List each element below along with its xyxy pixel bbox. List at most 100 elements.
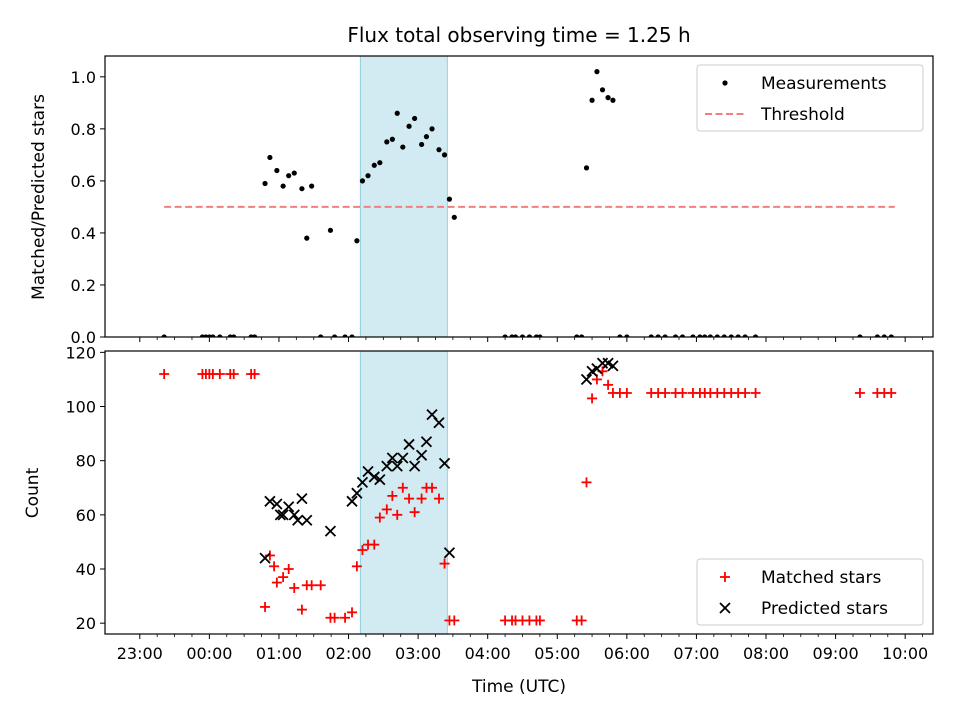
matched-star-point <box>340 612 351 623</box>
y-tick-label: 0.4 <box>71 224 96 243</box>
measurement-point <box>662 334 668 337</box>
y-tick-label: 1.0 <box>71 68 96 87</box>
measurement-point <box>648 334 654 337</box>
measurement-point <box>318 334 324 337</box>
matched-star-point <box>296 604 307 615</box>
measurement-point <box>327 227 334 233</box>
top-panel: 0.0 0.2 0.4 0.6 0.8 1.0 Measurements Threshold <box>71 55 934 347</box>
predicted-star-point <box>415 449 428 461</box>
data-points <box>161 69 894 337</box>
measurement-point <box>161 334 167 337</box>
matched-star-point <box>159 369 170 380</box>
measurement-point <box>599 87 606 93</box>
predicted-star-point <box>368 471 380 483</box>
matched-star-point <box>581 477 592 488</box>
matched-star-point <box>269 561 280 572</box>
matched-star-point <box>289 582 300 593</box>
measurement-point <box>446 196 453 202</box>
chart-title: Flux total observing time = 1.25 h <box>347 23 690 47</box>
x-tick-label: 01:00 <box>256 644 302 663</box>
matched-star-point <box>392 509 403 520</box>
measurement-point <box>299 186 305 192</box>
legend-label: Threshold <box>760 105 845 125</box>
measurement-point <box>384 139 390 145</box>
x-tick-label: 07:00 <box>673 644 719 663</box>
y-tick-label: 120 <box>65 343 96 362</box>
measurement-point <box>502 334 508 337</box>
measurement-point <box>418 141 425 148</box>
measurement-point <box>377 160 383 166</box>
measurement-point <box>291 170 297 176</box>
matched-star-point <box>351 561 362 572</box>
measurement-point <box>589 97 595 103</box>
measurement-point <box>280 183 286 189</box>
matched-star-point <box>677 387 688 398</box>
x-axis-label: Time (UTC) <box>471 677 566 697</box>
matched-star-point <box>433 493 444 504</box>
shaded-interval <box>359 350 448 635</box>
legend-matched-swatch <box>720 572 730 582</box>
matched-star-point <box>271 577 282 588</box>
measurement-point <box>721 334 727 337</box>
axes-frame <box>104 55 934 338</box>
legend-label: Predicted stars <box>761 599 888 619</box>
y-tick-label: 0.2 <box>71 276 96 295</box>
matched-star-point <box>740 387 751 398</box>
predicted-star-point <box>288 509 300 521</box>
axes-frame <box>104 350 934 635</box>
measurement-point <box>579 334 585 337</box>
measurement-point <box>881 334 887 337</box>
measurement-point <box>359 178 366 184</box>
predicted-star-point <box>351 487 363 499</box>
measurement-point <box>690 334 696 337</box>
matched-star-point <box>283 564 294 575</box>
measurement-point <box>655 334 661 337</box>
measurement-point <box>441 152 448 158</box>
measurement-point <box>217 334 223 337</box>
predicted-star-point <box>296 492 308 505</box>
measurement-point <box>874 334 880 337</box>
x-tick-label: 04:00 <box>465 644 511 663</box>
matched-star-point <box>260 601 271 612</box>
matched-star-point <box>369 539 380 550</box>
legend: Matched stars Predicted stars <box>696 558 924 626</box>
matched-star-point <box>427 482 438 493</box>
matched-star-point <box>397 482 408 493</box>
x-tick-label: 23:00 <box>117 644 163 663</box>
measurement-point <box>574 334 580 337</box>
predicted-star-point <box>438 457 451 470</box>
measurement-point <box>436 147 442 153</box>
measurement-point <box>371 162 377 168</box>
x-tick-label: 03:00 <box>395 644 441 663</box>
measurement-point <box>526 334 533 337</box>
matched-star-point <box>306 580 317 591</box>
measurement-point <box>707 334 713 337</box>
matched-star-point <box>449 615 460 626</box>
measurement-point <box>400 144 406 150</box>
y-tick-label: 20 <box>76 614 96 633</box>
predicted-star-point <box>356 476 369 488</box>
matched-star-point <box>587 393 598 404</box>
measurement-point <box>304 235 310 241</box>
predicted-star-point <box>346 495 358 507</box>
y-tick-label: 0.8 <box>71 120 96 139</box>
y-tick-label: 100 <box>65 398 96 417</box>
top-y-axis-label: Matched/Predicted stars <box>29 94 49 300</box>
measurement-point <box>342 334 348 337</box>
legend-measurement-swatch <box>722 80 728 86</box>
measurement-point <box>451 214 457 220</box>
predicted-star-point <box>433 417 445 429</box>
matched-star-point <box>886 387 897 398</box>
matched-star-point <box>228 369 239 380</box>
predicted-star-point <box>607 360 619 372</box>
measurement-point <box>752 334 759 337</box>
x-tick-label: 08:00 <box>743 644 789 663</box>
predicted-star-point <box>397 452 409 464</box>
measurement-point <box>714 334 720 337</box>
matched-star-point <box>329 612 340 623</box>
predicted-star-point <box>374 473 386 486</box>
measurement-point <box>594 69 600 75</box>
measurement-point <box>406 123 412 129</box>
predicted-star-point <box>292 514 304 526</box>
measurement-point <box>617 334 623 337</box>
